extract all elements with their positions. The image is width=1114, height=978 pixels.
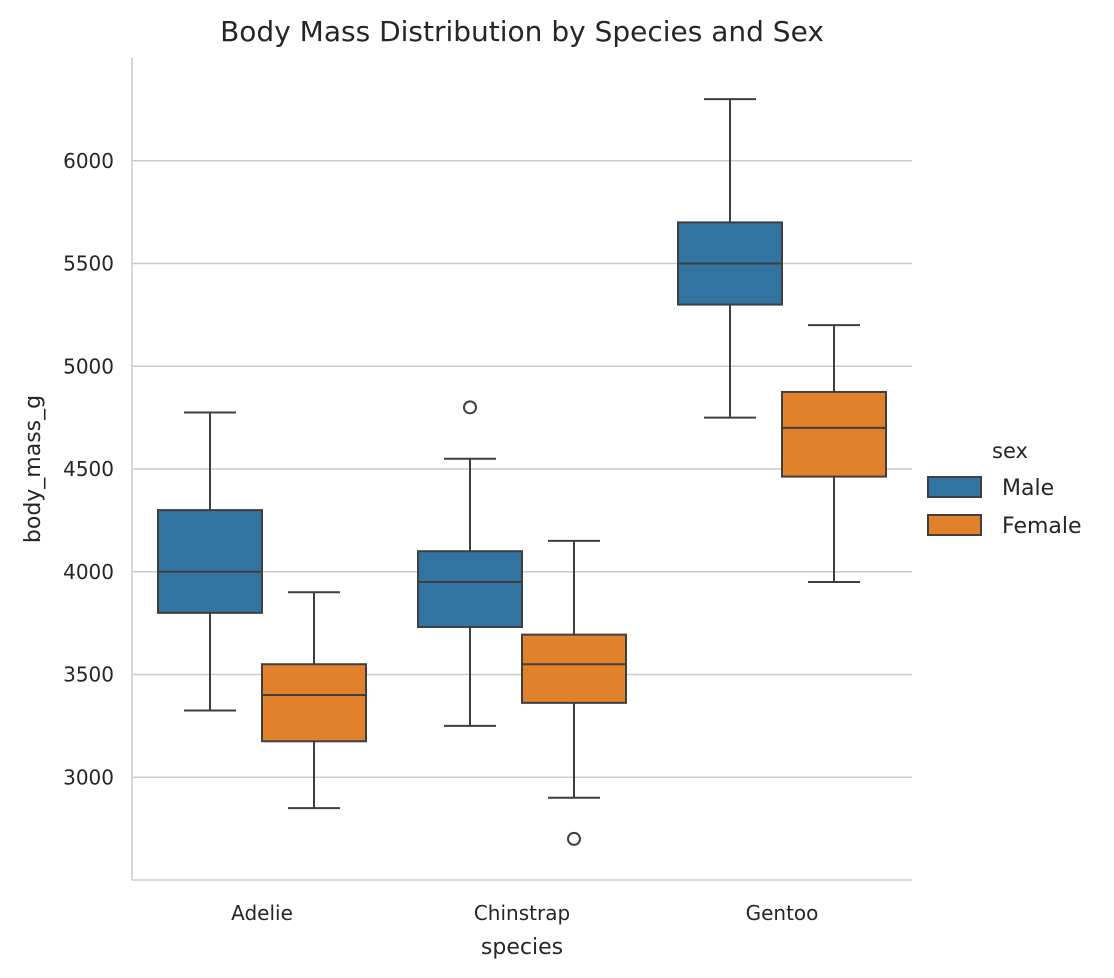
box-adelie-male: [157, 411, 263, 712]
iqr-box-adelie-male: [157, 509, 263, 614]
legend-label-male: Male: [1002, 476, 1054, 501]
iqr-box-adelie-female: [261, 663, 367, 743]
x-tick-label-adelie: Adelie: [231, 901, 293, 925]
series-female: [261, 324, 887, 846]
y-tick-label-6000: 6000: [63, 149, 114, 173]
x-axis-label: species: [481, 935, 563, 960]
iqr-box-chinstrap-male: [417, 550, 523, 629]
box-gentoo-female: [781, 324, 887, 584]
y-tick-label-5500: 5500: [63, 252, 114, 276]
y-tick-label-5000: 5000: [63, 354, 114, 378]
y-axis-label: body_mass_g: [21, 395, 46, 543]
box-chinstrap-female: [521, 539, 627, 846]
chart-title: Body Mass Distribution by Species and Se…: [220, 15, 824, 48]
iqr-box-chinstrap-female: [521, 633, 627, 704]
y-tick-label-4000: 4000: [63, 560, 114, 584]
legend-title: sex: [992, 439, 1028, 463]
boxes: [157, 98, 887, 846]
legend-swatch-male: [927, 476, 982, 498]
legend-swatch-female: [927, 514, 982, 536]
box-chinstrap-male: [417, 400, 523, 727]
box-adelie-female: [261, 591, 367, 810]
iqr-box-gentoo-female: [781, 390, 887, 478]
box-gentoo-male: [677, 98, 783, 419]
x-tick-labels: Adelie Chinstrap Gentoo: [231, 901, 818, 925]
outlier-chinstrap-female-0: [567, 831, 581, 846]
series-male: [157, 98, 783, 727]
y-tick-label-3500: 3500: [63, 663, 114, 687]
legend: sex Male Female: [927, 439, 1082, 539]
y-tick-labels: 3000 3500 4000 4500 5000 5500 6000: [63, 149, 114, 790]
y-tick-label-4500: 4500: [63, 457, 114, 481]
x-tick-label-gentoo: Gentoo: [746, 901, 819, 925]
y-tick-label-3000: 3000: [63, 765, 114, 789]
legend-label-female: Female: [1002, 514, 1082, 539]
x-tick-label-chinstrap: Chinstrap: [474, 901, 570, 925]
outlier-chinstrap-male-0: [463, 400, 477, 415]
axes: [131, 58, 912, 881]
